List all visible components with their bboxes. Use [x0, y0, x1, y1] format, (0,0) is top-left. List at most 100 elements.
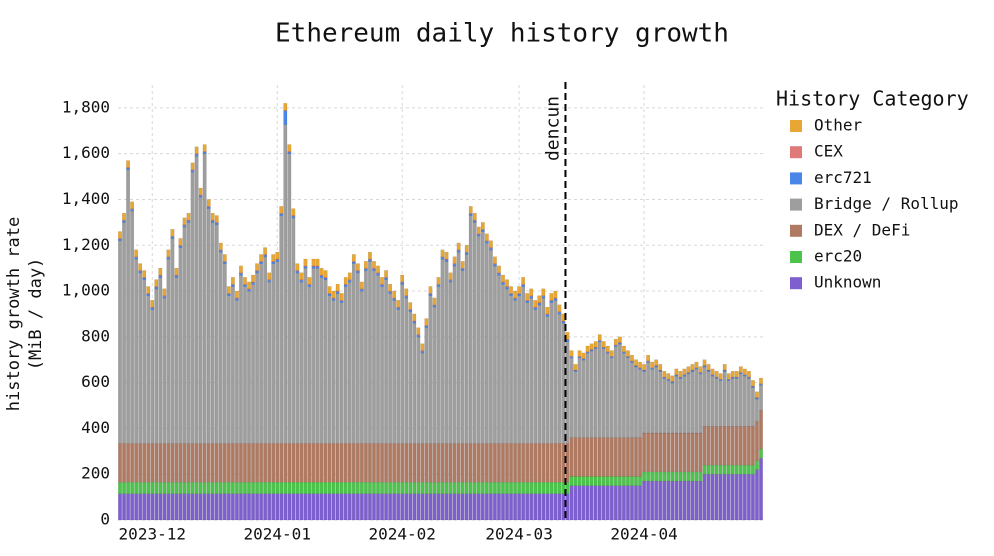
- bar-segment: [618, 485, 622, 521]
- bar-segment: [734, 474, 739, 521]
- bar-segment: [360, 493, 364, 521]
- bar-segment: [581, 485, 586, 521]
- bar-segment: [472, 443, 477, 483]
- bar-segment: [493, 493, 497, 521]
- bar-segment: [593, 348, 598, 438]
- bar-segment: [372, 493, 376, 521]
- bar-segment: [158, 443, 163, 483]
- bar-segment: [460, 482, 465, 494]
- bar-segment: [218, 482, 223, 494]
- bar-segment: [533, 493, 538, 521]
- bar-segment: [662, 480, 667, 521]
- bar-segment: [235, 482, 239, 494]
- bar-segment: [742, 376, 747, 427]
- bar-segment: [239, 443, 243, 483]
- bar-segment: [658, 370, 663, 372]
- bar-segment: [601, 348, 606, 438]
- bar-segment: [202, 443, 207, 483]
- bar-segment: [420, 493, 425, 521]
- bar-segment: [638, 437, 642, 477]
- bar-segment: [202, 493, 207, 521]
- bar-segment: [460, 261, 465, 269]
- bar-segment: [154, 443, 159, 483]
- bar-segment: [412, 313, 417, 321]
- bar-segment: [255, 263, 259, 271]
- bar-segment: [235, 493, 239, 521]
- bar-segment: [339, 482, 344, 494]
- bar-segment: [597, 437, 602, 477]
- bar-segment: [751, 386, 755, 388]
- bar-segment: [573, 485, 578, 521]
- bar-segment: [472, 493, 477, 521]
- bar-segment: [513, 300, 517, 444]
- bar-segment: [420, 352, 425, 444]
- bar-segment: [702, 425, 707, 466]
- bar-segment: [440, 257, 445, 260]
- bar-segment: [460, 443, 465, 483]
- bar-segment: [489, 443, 493, 483]
- bar-segment: [630, 362, 634, 438]
- bar-segment: [408, 493, 413, 521]
- bar-segment: [448, 272, 453, 280]
- bar-segment: [372, 443, 376, 483]
- bar-segment: [456, 250, 461, 253]
- bar-segment: [436, 284, 441, 287]
- bar-segment: [662, 371, 667, 378]
- bar-segment: [360, 443, 364, 483]
- bar-segment: [585, 437, 590, 477]
- bar-segment: [420, 343, 425, 351]
- bar-segment: [678, 378, 683, 434]
- bar-segment: [170, 443, 175, 483]
- bar-segment: [674, 432, 679, 473]
- bar-segment: [698, 372, 703, 375]
- legend-swatch: [790, 277, 802, 290]
- bar-segment: [509, 295, 513, 444]
- bar-segment: [751, 425, 755, 466]
- bar-segment: [642, 471, 646, 482]
- bar-segment: [650, 432, 655, 473]
- bar-segment: [654, 471, 659, 482]
- bar-segment: [448, 493, 453, 521]
- bar-segment: [231, 277, 235, 285]
- bar-segment: [368, 493, 372, 521]
- bar-segment: [271, 443, 276, 483]
- bar-segment: [347, 280, 352, 283]
- bar-segment: [243, 443, 247, 483]
- legend-label: Other: [814, 116, 863, 135]
- bar-segment: [755, 397, 759, 400]
- bar-segment: [327, 286, 332, 294]
- bar-segment: [690, 371, 695, 434]
- bar-segment: [553, 493, 558, 521]
- bar-segment: [497, 273, 501, 276]
- bar-segment: [722, 371, 727, 427]
- bar-segment: [323, 277, 328, 280]
- bar-segment: [416, 493, 421, 521]
- bar-segment: [158, 493, 163, 521]
- bar-segment: [251, 482, 255, 494]
- bar-segment: [468, 215, 473, 444]
- bar-segment: [210, 213, 215, 221]
- bar-segment: [622, 352, 626, 354]
- bar-segment: [670, 382, 675, 434]
- bar-segment: [714, 474, 719, 521]
- bar-segment: [690, 364, 695, 371]
- bar-segment: [166, 482, 171, 494]
- bar-segment: [646, 362, 650, 434]
- bar-segment: [267, 493, 272, 521]
- bar-segment: [646, 432, 650, 473]
- bar-segment: [355, 482, 360, 494]
- bar-segment: [521, 493, 526, 521]
- legend-swatch: [790, 146, 802, 159]
- bar-segment: [279, 213, 284, 216]
- bar-segment: [388, 284, 392, 292]
- bar-segment: [263, 493, 268, 521]
- bar-segment: [134, 493, 139, 521]
- bar-segment: [557, 304, 562, 312]
- bar-segment: [392, 493, 397, 521]
- bar-segment: [690, 370, 695, 372]
- bar-segment: [460, 268, 465, 271]
- bar-segment: [126, 443, 130, 483]
- bar-segment: [509, 293, 513, 297]
- bar-segment: [279, 215, 284, 444]
- bar-segment: [497, 443, 501, 483]
